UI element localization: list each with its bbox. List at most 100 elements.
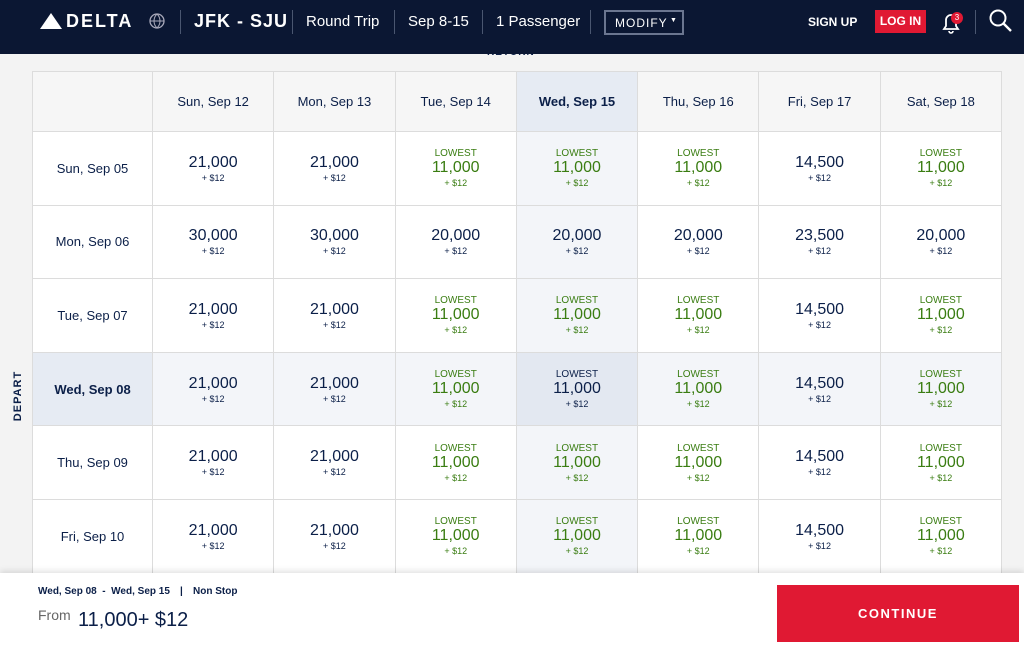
- fare-cell[interactable]: LOWEST 11,000 + $12: [516, 132, 639, 206]
- fare-tag: LOWEST: [434, 148, 477, 160]
- fare-cell[interactable]: 20,000 + $12: [880, 205, 1002, 280]
- fare-cell[interactable]: 21,000 + $12: [274, 279, 396, 353]
- fare-cell[interactable]: 14,500 + $12: [759, 352, 881, 427]
- fare-cell[interactable]: LOWEST 11,000 + $12: [395, 352, 517, 427]
- fare-cell[interactable]: LOWEST 11,000 + $12: [880, 132, 1002, 206]
- fare-cell[interactable]: LOWEST 11,000 + $12: [880, 279, 1002, 353]
- fare-miles: 14,500: [795, 153, 845, 171]
- passengers[interactable]: 1 Passenger: [496, 13, 581, 30]
- corner-cell: [32, 71, 153, 132]
- fare-cell[interactable]: 20,000 + $12: [638, 205, 760, 280]
- from-price: 11,000+ $12: [78, 609, 189, 631]
- fare-cell[interactable]: LOWEST 11,000 + $12: [638, 279, 760, 353]
- fare-cell[interactable]: LOWEST 11,000 + $12: [395, 279, 517, 353]
- fare-cell[interactable]: 14,500 + $12: [759, 279, 881, 353]
- fare-cell[interactable]: 23,500 + $12: [759, 205, 881, 280]
- depart-date-header[interactable]: Fri, Sep 10: [32, 500, 153, 574]
- fare-grid: Sun, Sep 12 Mon, Sep 13 Tue, Sep 14 Wed, Se…: [32, 71, 1002, 581]
- search-icon[interactable]: [988, 8, 1014, 34]
- return-date-header[interactable]: Wed, Sep 15: [516, 71, 639, 132]
- fare-fee: + $12: [929, 399, 953, 410]
- fare-cell[interactable]: 21,000 + $12: [153, 132, 275, 206]
- logo-mark: [40, 13, 62, 29]
- fare-fee: + $12: [686, 399, 710, 410]
- fare-cell[interactable]: LOWEST 11,000 + $12: [880, 426, 1002, 500]
- trip-dates[interactable]: Sep 8-15: [408, 13, 469, 30]
- fare-cell[interactable]: 21,000 + $12: [153, 426, 275, 500]
- fare-cell[interactable]: 21,000 + $12: [274, 352, 396, 427]
- fare-fee: + $12: [929, 546, 953, 557]
- fare-cell[interactable]: LOWEST 11,000 + $12: [516, 279, 639, 353]
- fare-cell[interactable]: LOWEST 11,000 + $12: [395, 500, 517, 574]
- fare-cell[interactable]: 14,500 + $12: [759, 500, 881, 574]
- fare-cell[interactable]: LOWEST 11,000 + $12: [638, 132, 760, 206]
- fare-miles: 11,000: [431, 306, 480, 324]
- fare-tag: LOWEST: [677, 148, 720, 160]
- fare-cell[interactable]: 30,000 + $12: [274, 205, 396, 280]
- fare-cell[interactable]: LOWEST 11,000 + $12: [880, 500, 1002, 574]
- fare-miles: 21,000: [188, 374, 238, 392]
- fare-cell[interactable]: 21,000 + $12: [153, 500, 275, 574]
- fare-miles: 11,000: [553, 159, 601, 177]
- fare-cell[interactable]: LOWEST 11,000 + $12: [516, 426, 639, 500]
- fare-fee: + $12: [686, 472, 710, 483]
- fare-fee: + $12: [808, 540, 831, 551]
- fare-cell[interactable]: LOWEST 11,000 + $12: [638, 352, 760, 427]
- fare-fee: + $12: [323, 319, 346, 330]
- depart-date-header[interactable]: Mon, Sep 06: [32, 205, 153, 280]
- depart-date-header[interactable]: Wed, Sep 08: [32, 352, 153, 427]
- fare-cell[interactable]: 21,000 + $12: [153, 279, 275, 353]
- fare-cell[interactable]: LOWEST 11,000 + $12: [516, 352, 639, 427]
- log-in-button[interactable]: LOG IN: [875, 10, 926, 33]
- fare-fee: + $12: [323, 467, 346, 478]
- fare-miles: 21,000: [309, 300, 359, 318]
- fare-tag: LOWEST: [434, 442, 477, 454]
- fare-cell[interactable]: LOWEST 11,000 + $12: [880, 352, 1002, 427]
- modify-button[interactable]: MODIFY ▼: [604, 10, 684, 35]
- fare-miles: 21,000: [309, 448, 359, 466]
- fare-fee: + $12: [444, 399, 468, 410]
- fare-cell[interactable]: 14,500 + $12: [759, 426, 881, 500]
- fare-cell[interactable]: 20,000 + $12: [516, 205, 639, 280]
- return-date-header[interactable]: Sun, Sep 12: [153, 71, 275, 132]
- fare-miles: 11,000: [431, 380, 480, 398]
- depart-date-header[interactable]: Tue, Sep 07: [32, 279, 153, 353]
- fare-tag: LOWEST: [919, 295, 962, 307]
- trip-type[interactable]: Round Trip: [306, 13, 380, 30]
- fare-cell[interactable]: 21,000 + $12: [153, 352, 275, 427]
- separator: |: [180, 586, 183, 597]
- fare-fee: + $12: [444, 325, 468, 336]
- fare-miles: 11,000: [674, 453, 723, 471]
- return-date-header[interactable]: Tue, Sep 14: [395, 71, 517, 132]
- sign-up[interactable]: SIGN UP: [808, 15, 858, 29]
- fare-cell[interactable]: 21,000 + $12: [274, 426, 396, 500]
- fare-cell[interactable]: LOWEST 11,000 + $12: [638, 426, 760, 500]
- fare-cell[interactable]: LOWEST 11,000 + $12: [516, 500, 639, 574]
- fare-cell[interactable]: LOWEST 11,000 + $12: [395, 132, 517, 206]
- depart-date-header[interactable]: Thu, Sep 09: [32, 426, 153, 500]
- fare-cell[interactable]: LOWEST 11,000 + $12: [638, 500, 760, 574]
- fare-miles: 11,000: [916, 306, 965, 324]
- fare-cell[interactable]: 14,500 + $12: [759, 132, 881, 206]
- continue-button[interactable]: CONTINUE: [777, 585, 1019, 642]
- fare-tag: LOWEST: [434, 516, 477, 528]
- return-date-header[interactable]: Fri, Sep 17: [759, 71, 881, 132]
- route[interactable]: JFK - SJU: [194, 11, 289, 31]
- return-date-header[interactable]: Thu, Sep 16: [638, 71, 760, 132]
- fare-cell[interactable]: 21,000 + $12: [274, 500, 396, 574]
- fare-tag: LOWEST: [555, 442, 599, 454]
- fare-cell[interactable]: 20,000 + $12: [395, 205, 517, 280]
- fare-fee: + $12: [444, 178, 468, 189]
- fare-miles: 11,000: [674, 306, 723, 324]
- fare-tag: LOWEST: [555, 516, 599, 528]
- fare-cell[interactable]: 30,000 + $12: [153, 205, 275, 280]
- depart-date-header[interactable]: Sun, Sep 05: [32, 132, 153, 206]
- fare-cell[interactable]: LOWEST 11,000 + $12: [395, 426, 517, 500]
- return-date-header[interactable]: Sat, Sep 18: [880, 71, 1002, 132]
- brand[interactable]: DELTA: [66, 11, 134, 31]
- fare-miles: 14,500: [795, 374, 845, 392]
- fare-cell[interactable]: 21,000 + $12: [274, 132, 396, 206]
- return-date-header[interactable]: Mon, Sep 13: [274, 71, 396, 132]
- fare-fee: + $12: [565, 246, 589, 257]
- fare-fee: + $12: [808, 246, 831, 257]
